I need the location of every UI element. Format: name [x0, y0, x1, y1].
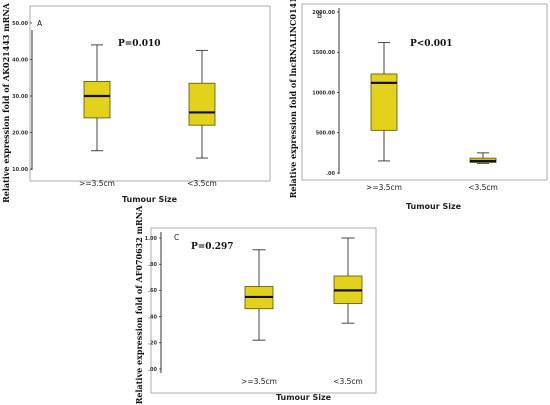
y-tick-label: 10.00	[12, 167, 28, 173]
box-large: >=3.5cm	[79, 44, 115, 188]
y-tick-label: 20.00	[12, 130, 28, 136]
iqr-box	[188, 82, 216, 126]
box-small: <3.5cm	[187, 49, 217, 188]
panel-b: B .00 500.00 1000.00 1500.00 2000.00 Relative …	[288, 0, 548, 211]
y-axis-label: Relative expression fold of lncRNALINC01…	[288, 0, 298, 198]
y-tick-label: 30.00	[12, 94, 28, 100]
box-small: <3.5cm	[333, 237, 363, 386]
x-tick-label: <3.5cm	[187, 179, 217, 188]
y-tick-label: 50.00	[12, 21, 28, 27]
panel-letter: A	[37, 19, 43, 28]
x-tick-label: <3.5cm	[333, 377, 363, 386]
y-tick-label: 1000.00	[312, 90, 335, 96]
x-axis-label: Tumour Size	[122, 195, 178, 204]
box-large: >=3.5cm	[241, 249, 277, 386]
panel-letter: C	[174, 233, 179, 242]
p-value-annotation: P=0.010	[118, 39, 161, 49]
box-large: >=3.5cm	[366, 42, 402, 192]
panel-frame	[150, 227, 377, 394]
y-tick-label: .20	[148, 341, 157, 347]
x-tick-label: <3.5cm	[468, 183, 498, 192]
panel-frame	[29, 5, 271, 182]
y-tick-label: 1500.00	[312, 50, 335, 56]
p-value-annotation: P=0.297	[191, 242, 234, 252]
y-tick-label: .80	[148, 262, 157, 268]
iqr-box	[83, 81, 111, 119]
panel-frame	[301, 3, 548, 181]
y-tick-label: .00	[326, 171, 335, 177]
x-tick-label: >=3.5cm	[241, 377, 277, 386]
y-tick-label: .40	[148, 314, 157, 320]
y-tick-label: 1.00	[145, 236, 158, 242]
box-small: <3.5cm	[468, 152, 498, 192]
x-tick-label: >=3.5cm	[79, 179, 115, 188]
y-axis-label: Relative expression fold of AK021443 mRN…	[1, 2, 11, 202]
y-tick-label: .60	[148, 288, 157, 294]
y-tick-label: 500.00	[316, 131, 336, 137]
x-axis-label: Tumour Size	[406, 202, 462, 211]
y-tick-label: .00	[148, 367, 157, 373]
x-tick-label: >=3.5cm	[366, 183, 402, 192]
panel-letter: B	[317, 11, 322, 20]
y-tick-label: 2000.00	[312, 10, 335, 16]
y-axis-label: Relative expression fold of AF070632 mRN…	[134, 205, 144, 404]
p-value-annotation: P<0.001	[410, 39, 453, 49]
y-tick-label: 40.00	[12, 57, 28, 63]
x-axis-label: Tumour Size	[276, 393, 332, 402]
